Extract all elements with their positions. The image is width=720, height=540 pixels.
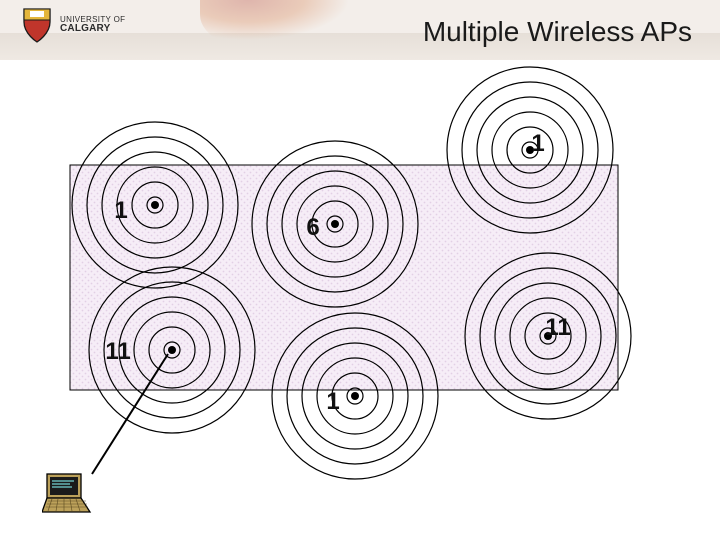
institution-name: UNIVERSITY OF CALGARY <box>60 15 125 35</box>
channel-label: 6 <box>306 214 319 242</box>
laptop-icon <box>42 472 92 519</box>
wireless-ap-diagram <box>0 0 720 540</box>
channel-label: 11 <box>545 314 570 342</box>
shield-icon <box>22 6 52 44</box>
channel-label: 1 <box>531 130 544 158</box>
institution-name-bottom: CALGARY <box>60 23 110 34</box>
channel-label: 11 <box>105 338 130 366</box>
channel-label: 1 <box>326 388 339 416</box>
institution-logo: UNIVERSITY OF CALGARY <box>22 6 125 44</box>
channel-label: 1 <box>114 197 127 225</box>
coverage-area-rect <box>70 165 618 390</box>
page-title: Multiple Wireless APs <box>423 16 692 48</box>
